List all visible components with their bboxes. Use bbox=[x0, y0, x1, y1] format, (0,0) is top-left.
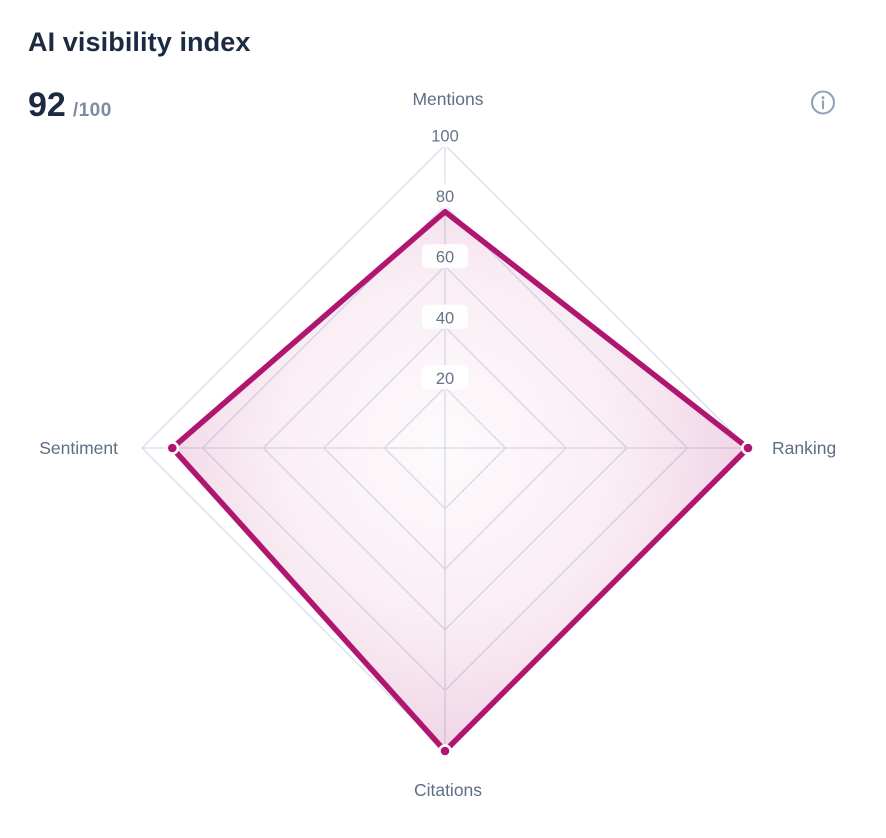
axis-label-sentiment: Sentiment bbox=[39, 438, 118, 458]
tick-bg-60 bbox=[422, 244, 468, 269]
page-title: AI visibility index bbox=[28, 27, 251, 57]
radar-point-ranking[interactable] bbox=[741, 441, 755, 455]
radar-point-citations[interactable] bbox=[438, 744, 452, 758]
tick-bg-80 bbox=[422, 183, 468, 208]
score-value: 92 bbox=[28, 86, 66, 124]
axis-label-mentions: Mentions bbox=[412, 89, 483, 109]
axis-label-citations: Citations bbox=[414, 780, 482, 800]
info-icon[interactable] bbox=[809, 89, 837, 117]
tick-label-60: 60 bbox=[436, 249, 454, 267]
tick-label-20: 20 bbox=[436, 370, 454, 388]
radar-tick-labels: 20 40 60 80 100 bbox=[422, 123, 468, 390]
tick-bg-100 bbox=[422, 123, 468, 147]
tick-label-100: 100 bbox=[431, 128, 459, 146]
score-max: /100 bbox=[72, 100, 112, 121]
circle-info-icon bbox=[810, 90, 836, 115]
radar-point-sentiment[interactable] bbox=[165, 441, 180, 455]
tick-bg-40 bbox=[422, 304, 468, 329]
tick-label-40: 40 bbox=[436, 309, 454, 327]
axis-label-ranking: Ranking bbox=[772, 438, 836, 458]
radar-axis-labels: Mentions Ranking Citations Sentiment bbox=[39, 89, 836, 800]
radar-series bbox=[165, 208, 755, 758]
tick-bg-20 bbox=[422, 365, 468, 390]
score: 92 /100 bbox=[28, 86, 112, 125]
radar-area bbox=[172, 211, 749, 751]
tick-label-80: 80 bbox=[436, 188, 454, 206]
